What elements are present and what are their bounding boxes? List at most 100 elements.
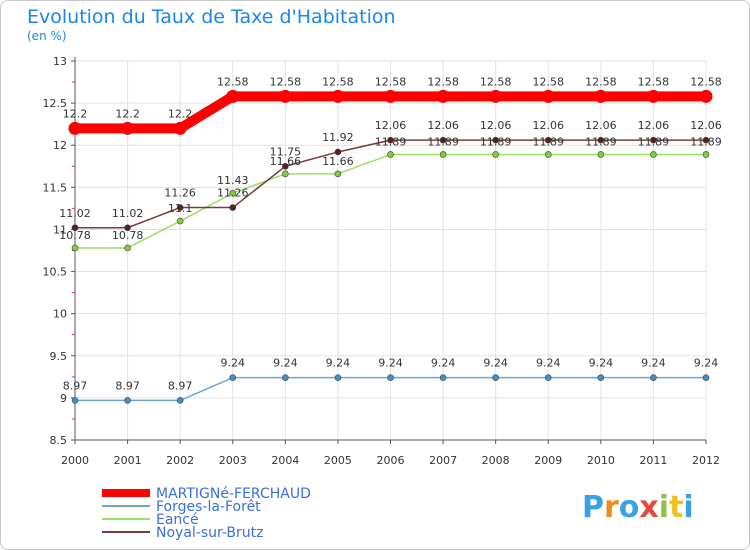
data-point xyxy=(594,89,608,103)
x-axis-ticks: 2000 2001 2002 2003 2004 2005 2006 2007 2008 2009… xyxy=(61,440,720,467)
chart-title: Evolution du Taux de Taxe d'Habitation xyxy=(27,6,396,28)
data-label: 12.2 xyxy=(115,107,140,120)
legend-label: Forges-la-Forêt xyxy=(156,499,261,515)
data-label: 8.97 xyxy=(115,379,140,392)
data-point xyxy=(226,89,240,103)
data-label: 11.89 xyxy=(585,135,617,148)
data-point xyxy=(176,397,184,404)
data-label: 9.24 xyxy=(221,357,246,370)
data-label: 12.58 xyxy=(480,75,512,88)
y-tick-label: 11 xyxy=(53,223,67,236)
data-label: 12.58 xyxy=(217,75,249,88)
logo-letter: x xyxy=(639,490,658,525)
data-label: 11.66 xyxy=(270,155,302,168)
data-point xyxy=(439,151,447,158)
x-tick-label: 2000 xyxy=(61,454,89,467)
data-label: 11.89 xyxy=(375,135,407,148)
data-point xyxy=(387,136,394,144)
data-label: 11.43 xyxy=(217,174,249,187)
data-label: 11.02 xyxy=(59,207,91,220)
data-point xyxy=(124,397,131,404)
data-label: 11.89 xyxy=(533,135,565,148)
data-label: 12.06 xyxy=(638,119,670,132)
data-point xyxy=(646,89,660,103)
data-point xyxy=(439,136,447,144)
data-point xyxy=(597,151,605,158)
y-tick-label: 12.5 xyxy=(43,97,68,110)
logo-letter: r xyxy=(604,490,619,525)
x-tick-label: 2005 xyxy=(324,454,352,467)
data-labels: 12.2 12.2 12.2 12.58 12.58 12.58 12.58 12.58 12.… xyxy=(59,75,722,392)
data-point xyxy=(650,136,657,144)
y-tick-label: 8.5 xyxy=(50,434,68,447)
data-label: 11.92 xyxy=(322,131,354,144)
data-point xyxy=(387,374,394,381)
data-label: 12.06 xyxy=(480,119,512,132)
x-tick-label: 2009 xyxy=(534,454,562,467)
data-point xyxy=(71,224,79,232)
data-label: 12.58 xyxy=(585,75,617,88)
data-label: 9.24 xyxy=(326,357,351,370)
data-point xyxy=(439,374,447,381)
data-label: 12.06 xyxy=(533,119,565,132)
data-point xyxy=(702,136,710,144)
y-axis-ticks: 8.5 9 9.5 10 10.5 11 11.5 12 12.5 13 xyxy=(43,55,75,447)
data-label: 9.24 xyxy=(273,357,298,370)
data-point xyxy=(489,89,503,103)
x-tick-label: 2002 xyxy=(166,454,194,467)
data-point xyxy=(702,151,710,158)
data-point xyxy=(384,89,397,103)
y-tick-label: 9.5 xyxy=(50,350,68,363)
x-tick-label: 2004 xyxy=(271,454,299,467)
data-point xyxy=(492,151,499,158)
data-point xyxy=(282,170,289,178)
data-point xyxy=(278,89,292,103)
data-point xyxy=(176,204,184,211)
data-point xyxy=(282,374,289,381)
data-point xyxy=(334,148,342,156)
data-label: 12.58 xyxy=(322,75,354,88)
data-point xyxy=(436,89,450,103)
x-tick-label: 2010 xyxy=(587,454,615,467)
data-label: 10.78 xyxy=(59,229,91,242)
y-tick-label: 11.5 xyxy=(43,181,68,194)
data-label: 11.89 xyxy=(480,135,512,148)
y-tick-label: 10 xyxy=(53,308,67,321)
data-point xyxy=(334,374,342,381)
data-label: 11.26 xyxy=(164,187,196,200)
data-label: 11.26 xyxy=(217,187,249,200)
data-point xyxy=(121,121,135,135)
data-point xyxy=(68,121,82,135)
logo-letter: i xyxy=(683,490,693,525)
legend-label: Eancé xyxy=(156,512,199,528)
data-label: 11.89 xyxy=(638,135,670,148)
data-label: 12.58 xyxy=(690,75,722,88)
x-tick-label: 2007 xyxy=(429,454,457,467)
data-label: 8.97 xyxy=(63,379,88,392)
data-point xyxy=(282,162,289,170)
data-label: 9.24 xyxy=(589,357,614,370)
data-label: 11.89 xyxy=(427,135,459,148)
data-point xyxy=(387,151,394,158)
data-label: 11.66 xyxy=(322,155,354,168)
data-label: 9.24 xyxy=(694,357,719,370)
data-label: 8.97 xyxy=(168,379,193,392)
data-label: 12.2 xyxy=(168,107,193,120)
legend-label: Noyal-sur-Brutz xyxy=(156,525,264,541)
x-tick-label: 2012 xyxy=(692,454,720,467)
data-point xyxy=(597,136,605,144)
data-label: 12.06 xyxy=(585,119,617,132)
data-label: 9.24 xyxy=(641,357,666,370)
data-point xyxy=(650,151,657,158)
data-label: 12.2 xyxy=(63,107,88,120)
y-tick-label: 9 xyxy=(60,392,67,405)
data-point xyxy=(492,374,499,381)
series-group xyxy=(68,89,713,404)
data-label: 11.02 xyxy=(112,207,144,220)
y-tick-label: 12 xyxy=(53,139,67,152)
data-label: 12.06 xyxy=(690,119,722,132)
x-tick-label: 2008 xyxy=(482,454,510,467)
data-point xyxy=(229,189,237,197)
x-tick-label: 2003 xyxy=(219,454,247,467)
